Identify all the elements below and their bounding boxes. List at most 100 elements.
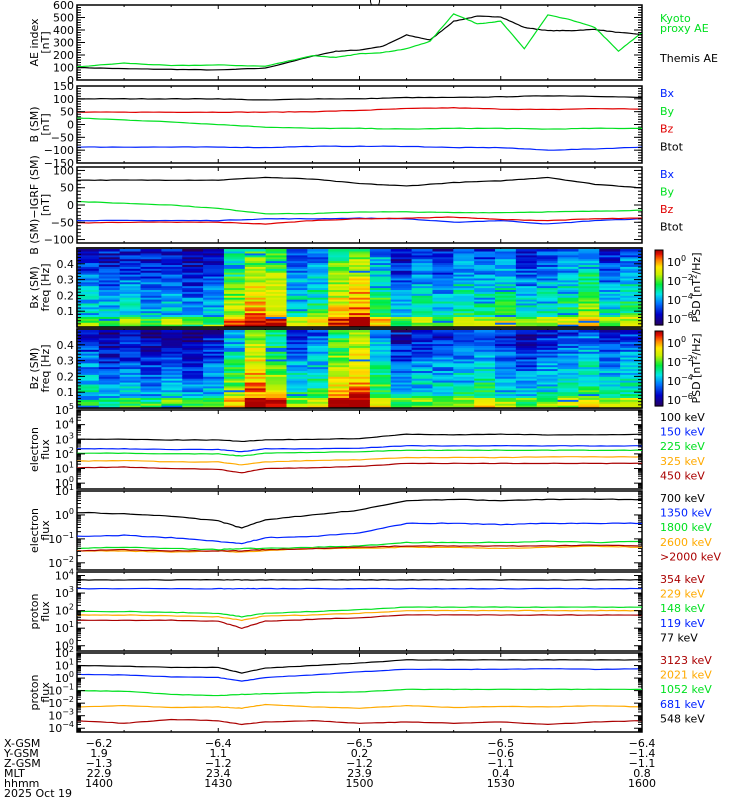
y-tick-label: 101 — [55, 658, 74, 673]
spectrogram-cell — [286, 358, 308, 362]
spectrogram-cell — [369, 383, 392, 387]
spectrogram-cell — [349, 341, 371, 345]
spectrogram-cell — [265, 308, 288, 312]
spectrogram-cell — [140, 339, 163, 343]
spectrogram-cell — [244, 275, 267, 279]
spectrogram-cell — [78, 341, 100, 345]
spectrogram-cell — [140, 362, 163, 366]
spectrogram-cell — [474, 293, 496, 296]
spectrogram-cell — [495, 355, 517, 358]
spectrogram-cell — [182, 314, 204, 317]
spectrogram-cell — [98, 395, 121, 398]
spectrogram-cell — [432, 264, 454, 267]
spectrogram-cell — [390, 308, 413, 312]
spectrogram-cell — [369, 372, 392, 375]
spectrogram-cell — [390, 362, 413, 366]
colorbar-segment — [655, 359, 663, 362]
spectrogram-cell — [161, 330, 183, 333]
spectrogram-cell — [328, 306, 350, 310]
spectrogram-cell — [78, 302, 100, 306]
spectrogram-cell — [349, 383, 371, 387]
spectrogram-cell — [203, 356, 225, 360]
spectrogram-cell — [432, 299, 454, 302]
spectrogram-cell — [307, 347, 329, 350]
spectrogram-cell — [557, 293, 580, 296]
spectrogram-cell — [453, 337, 475, 341]
spectrogram-cell — [265, 391, 288, 395]
spectrogram-cell — [411, 277, 434, 281]
spectrogram-cell — [557, 370, 580, 373]
spectrogram-cell — [182, 403, 204, 406]
spectrogram-cell — [536, 293, 559, 296]
spectrogram-cell — [98, 399, 121, 402]
spectrogram-cell — [328, 395, 350, 398]
spectrogram-cell — [307, 395, 329, 398]
spectrogram-cell — [119, 360, 142, 364]
spectrogram-cell — [557, 272, 580, 275]
spectrogram-cell — [369, 345, 392, 348]
spectrogram-cell — [536, 387, 559, 391]
orbit-value: −1.3 — [86, 757, 113, 770]
spectrogram-cell — [182, 279, 204, 283]
spectrogram-cell — [390, 331, 413, 335]
spectrogram-cell — [557, 308, 580, 312]
spectrogram-cell — [390, 364, 413, 368]
spectrogram-cell — [98, 391, 121, 395]
spectrogram-cell — [495, 322, 517, 325]
spectrogram-cell — [432, 295, 454, 298]
spectrogram-cell — [349, 347, 371, 350]
y-label-line: freq [Hz] — [39, 263, 52, 311]
spectrogram-cell — [453, 310, 475, 314]
spectrogram-cell — [265, 339, 288, 343]
spectrogram-cell — [453, 314, 475, 317]
spectrogram-cell — [620, 401, 642, 404]
spectrogram-cell — [432, 249, 454, 252]
spectrogram-cell — [244, 299, 267, 302]
spectrogram-cell — [98, 366, 121, 370]
spectrogram-cell — [599, 270, 621, 273]
spectrogram-cell — [286, 310, 308, 314]
spectrogram-cell — [495, 250, 517, 254]
spectrogram-cell — [620, 330, 642, 333]
spectrogram-cell — [223, 249, 246, 252]
spectrogram-cell — [599, 320, 621, 323]
spectrogram-cell — [599, 351, 621, 354]
spectrogram-cell — [119, 279, 142, 283]
spectrogram-cell — [536, 345, 559, 348]
spectrogram-cell — [349, 353, 371, 356]
spectrogram-cell — [98, 250, 121, 254]
spectrogram-cell — [557, 362, 580, 366]
spectrogram-cell — [328, 356, 350, 360]
spectrogram-cell — [578, 401, 600, 404]
orbit-label-hhmm: hhmm — [4, 777, 39, 790]
spectrogram-cell — [265, 343, 288, 346]
colorbar-segment — [655, 313, 663, 316]
spectrogram-cell — [349, 250, 371, 254]
spectrogram-cell — [349, 343, 371, 346]
spectrogram-cell — [182, 353, 204, 356]
orbit-label-mlt: MLT — [4, 767, 25, 780]
spectrogram-cell — [453, 401, 475, 404]
spectrogram-cell — [390, 310, 413, 314]
colorbar-segment — [655, 347, 663, 350]
series-line-kyoto-proxy-ae — [76, 13, 643, 68]
spectrogram-cell — [432, 330, 454, 333]
spectrogram-cell — [98, 299, 121, 302]
spectrogram-cell — [495, 312, 517, 316]
spectrogram-cell — [244, 403, 267, 406]
spectrogram-cell — [599, 291, 621, 294]
y-tick-label: 0.1 — [57, 386, 75, 399]
spectrogram-cell — [411, 320, 434, 323]
spectrogram-cell — [390, 316, 413, 319]
colorbar-segment — [655, 348, 663, 351]
spectrogram-cell — [140, 268, 163, 271]
spectrogram-cell — [223, 272, 246, 275]
spectrogram-cell — [349, 260, 371, 264]
spectrogram-cell — [140, 378, 163, 381]
spectrogram-cell — [411, 266, 434, 269]
spectrogram-cell — [536, 351, 559, 354]
spectrogram-cell — [474, 304, 496, 308]
spectrogram-cell — [307, 358, 329, 362]
spectrogram-cell — [119, 385, 142, 389]
spectrogram-cell — [411, 358, 434, 362]
